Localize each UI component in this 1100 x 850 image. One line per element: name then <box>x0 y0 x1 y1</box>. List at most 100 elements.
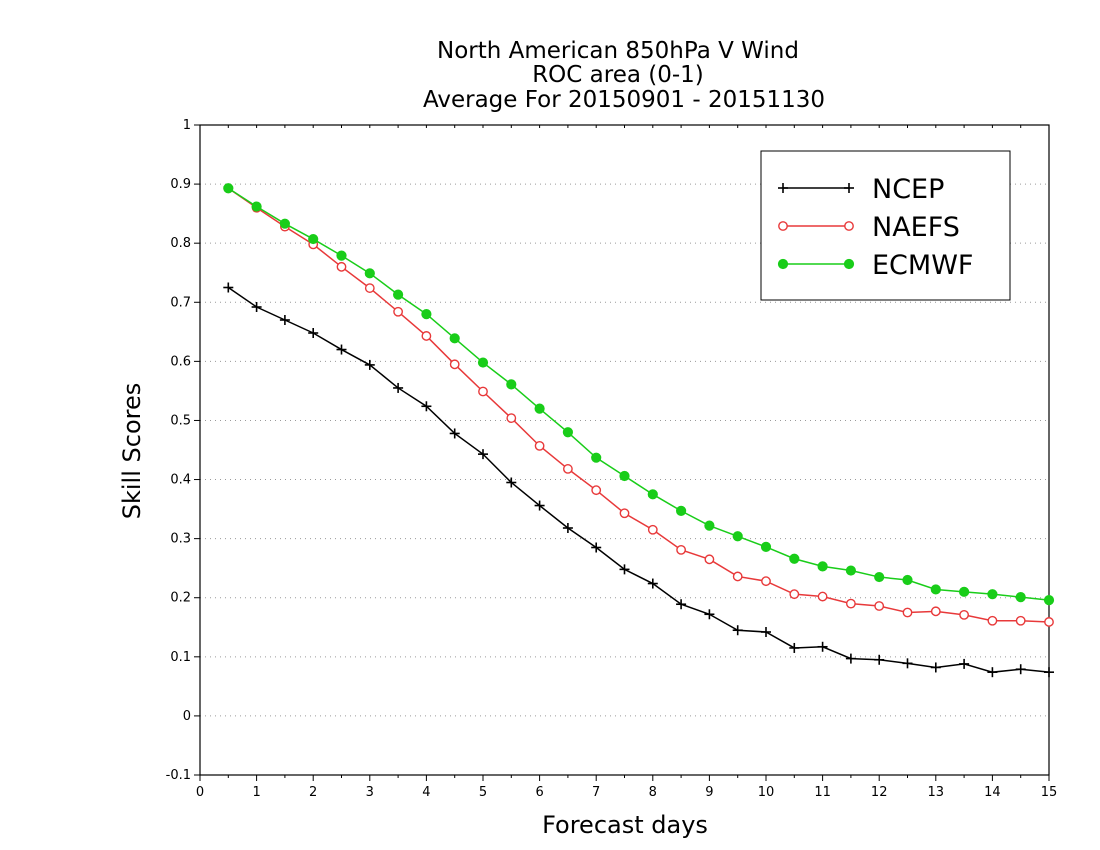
data-point-ecmwf <box>449 333 460 344</box>
y-tick-label: 0.8 <box>170 236 191 251</box>
legend-label-naefs: NAEFS <box>872 212 960 243</box>
data-point-ecmwf <box>902 574 913 586</box>
data-point-naefs <box>449 359 460 370</box>
data-point-ecmwf <box>732 531 743 542</box>
data-point-ecmwf <box>676 505 687 516</box>
chart-title-line-2: ROC area (0-1) <box>532 62 704 88</box>
data-point-ncep <box>1044 667 1054 678</box>
data-point-ecmwf <box>364 268 375 279</box>
data-point-ncep <box>676 599 687 610</box>
data-point-naefs <box>817 591 828 602</box>
data-point-ncep <box>364 359 375 370</box>
x-tick-label: 7 <box>592 785 600 800</box>
data-point-ncep <box>987 667 998 678</box>
data-point-naefs <box>902 607 913 618</box>
y-tick-label: 0.3 <box>170 532 191 547</box>
data-point-ncep <box>421 401 432 412</box>
data-point-ecmwf <box>1043 594 1055 606</box>
data-point-ecmwf <box>477 357 489 368</box>
data-point-naefs <box>761 576 771 587</box>
data-point-ecmwf <box>591 452 602 463</box>
x-tick-label: 6 <box>535 785 543 800</box>
x-tick-label: 11 <box>814 785 831 800</box>
x-tick-label: 0 <box>196 785 204 800</box>
y-tick-label: 1 <box>183 118 191 133</box>
data-point-ncep <box>817 641 828 652</box>
data-point-ecmwf <box>421 308 432 320</box>
data-point-naefs <box>591 485 602 496</box>
data-point-ncep <box>959 658 970 669</box>
legend-marker-end <box>843 258 855 270</box>
data-point-ncep <box>506 477 517 488</box>
data-point-ncep <box>562 523 573 533</box>
data-point-ncep <box>874 654 885 665</box>
legend: NCEP NAEFS ECMWF <box>760 150 1011 301</box>
data-point-naefs <box>704 554 715 565</box>
legend-marker-start <box>777 258 789 270</box>
y-tick-label: 0.2 <box>170 591 191 606</box>
data-point-ncep <box>1015 664 1026 675</box>
data-point-ncep <box>902 658 913 669</box>
data-point-ncep <box>647 578 658 589</box>
data-point-ecmwf <box>506 379 517 390</box>
y-tick-label: 0 <box>183 709 191 724</box>
data-point-ecmwf <box>251 201 262 212</box>
data-point-ecmwf <box>1015 592 1026 603</box>
data-point-ecmwf <box>279 218 290 229</box>
data-point-ncep <box>449 428 460 439</box>
x-tick-label: 13 <box>928 785 945 800</box>
data-point-naefs <box>478 386 488 397</box>
data-point-naefs <box>1015 615 1026 626</box>
data-point-naefs <box>987 615 998 626</box>
data-point-naefs <box>789 589 800 600</box>
data-point-naefs <box>930 606 941 617</box>
data-point-ncep <box>279 315 290 325</box>
data-point-naefs <box>563 464 573 474</box>
data-point-ncep <box>534 500 545 511</box>
x-tick-label: 10 <box>758 785 775 800</box>
data-point-ncep <box>336 344 347 355</box>
data-point-ecmwf <box>393 289 404 300</box>
data-point-ncep <box>251 302 262 312</box>
data-point-ecmwf <box>647 489 658 500</box>
legend-label-ecmwf: ECMWF <box>872 250 973 281</box>
series-ncep <box>223 282 1054 678</box>
data-point-ncep <box>761 627 771 637</box>
data-point-ecmwf <box>562 427 574 438</box>
series-ecmwf <box>223 183 1055 606</box>
y-tick-label: -0.1 <box>166 768 191 783</box>
legend-label-ncep: NCEP <box>872 174 944 205</box>
data-point-naefs <box>364 283 375 293</box>
x-tick-label: 9 <box>705 785 713 800</box>
y-tick-label: 0.9 <box>170 177 191 192</box>
x-tick-label: 1 <box>252 785 260 800</box>
legend-marker-end <box>844 221 854 231</box>
data-point-ecmwf <box>336 250 347 261</box>
data-point-naefs <box>874 601 885 611</box>
data-point-ecmwf <box>534 403 545 414</box>
data-point-ncep <box>930 662 941 673</box>
x-tick-label: 3 <box>366 785 374 800</box>
data-point-naefs <box>959 609 969 620</box>
x-axis-label: Forecast days <box>542 811 708 839</box>
data-point-ecmwf <box>930 584 941 595</box>
x-tick-label: 8 <box>649 785 657 800</box>
x-tick-label: 2 <box>309 785 317 800</box>
data-point-ecmwf <box>845 565 857 576</box>
data-point-ncep <box>308 328 319 338</box>
data-point-ncep <box>619 564 630 575</box>
data-point-ecmwf <box>223 183 234 194</box>
data-point-ecmwf <box>704 520 715 531</box>
axis-ticks: -0.100.10.20.30.40.50.60.70.80.910 1 2 3 4 5 6… <box>166 118 1058 800</box>
data-point-naefs <box>732 571 743 582</box>
legend-item-naefs: NAEFS <box>778 212 960 243</box>
data-point-ecmwf <box>959 586 970 597</box>
data-point-ecmwf <box>308 233 319 245</box>
legend-marker-start <box>778 221 788 231</box>
chart-title: North American 850hPa V Wind ROC area (0… <box>423 38 825 113</box>
x-tick-label: 5 <box>479 785 487 800</box>
data-point-naefs <box>506 413 517 423</box>
data-point-naefs <box>336 261 347 272</box>
data-point-naefs <box>647 524 658 535</box>
